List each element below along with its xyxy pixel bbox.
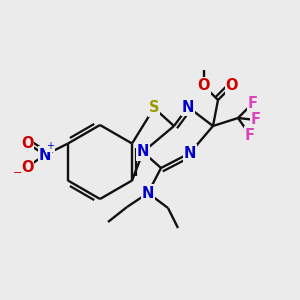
Text: F: F — [248, 95, 258, 110]
Text: −: − — [13, 168, 23, 178]
Text: N: N — [182, 100, 194, 115]
Text: O: O — [21, 136, 33, 151]
Text: O: O — [198, 79, 210, 94]
Text: N: N — [39, 148, 51, 163]
Text: F: F — [245, 128, 255, 142]
Text: N: N — [184, 146, 196, 160]
Text: O: O — [226, 79, 238, 94]
Text: S: S — [149, 100, 159, 116]
Text: F: F — [251, 112, 261, 128]
Text: N: N — [137, 145, 149, 160]
Text: O: O — [21, 160, 33, 175]
Text: +: + — [46, 141, 54, 151]
Text: N: N — [142, 185, 154, 200]
